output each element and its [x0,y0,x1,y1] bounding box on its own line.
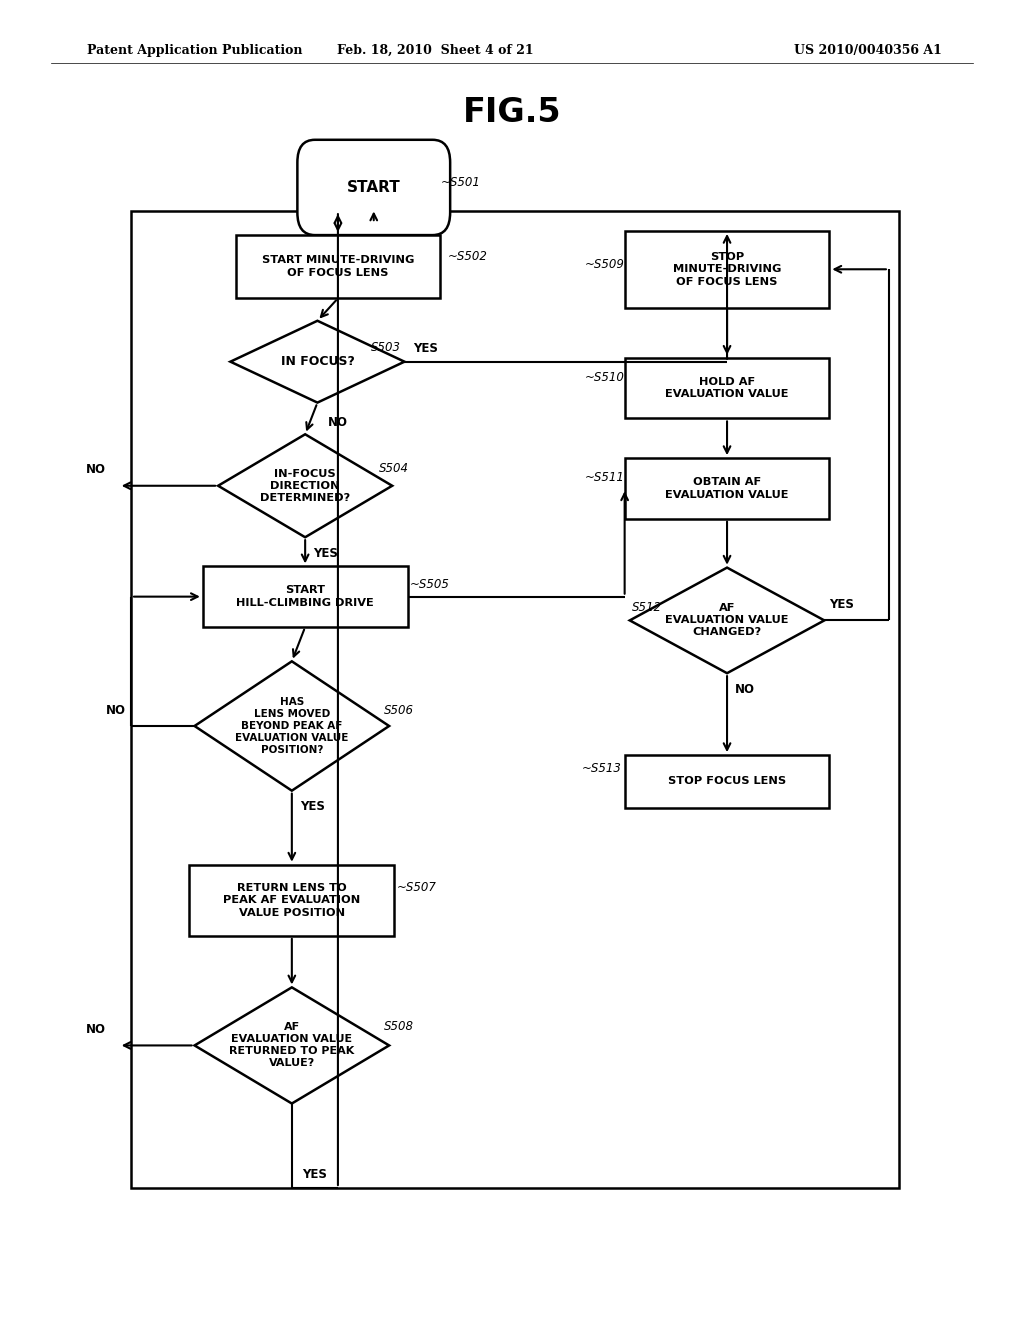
Text: AF
EVALUATION VALUE
RETURNED TO PEAK
VALUE?: AF EVALUATION VALUE RETURNED TO PEAK VAL… [229,1023,354,1068]
Polygon shape [230,321,404,403]
Text: ~S510: ~S510 [585,371,625,384]
Polygon shape [195,661,389,791]
Text: NO: NO [328,416,348,429]
Text: ~S507: ~S507 [396,880,436,894]
Text: Patent Application Publication: Patent Application Publication [87,44,302,57]
Text: STOP
MINUTE-DRIVING
OF FOCUS LENS: STOP MINUTE-DRIVING OF FOCUS LENS [673,252,781,286]
Text: FIG.5: FIG.5 [463,96,561,129]
Polygon shape [630,568,824,673]
Polygon shape [218,434,392,537]
Text: START MINUTE-DRIVING
OF FOCUS LENS: START MINUTE-DRIVING OF FOCUS LENS [262,256,414,277]
Text: OBTAIN AF
EVALUATION VALUE: OBTAIN AF EVALUATION VALUE [666,478,788,499]
FancyBboxPatch shape [203,566,408,627]
Text: IN FOCUS?: IN FOCUS? [281,355,354,368]
Text: S512: S512 [632,601,662,614]
Text: YES: YES [313,546,338,560]
FancyBboxPatch shape [236,235,440,298]
Text: NO: NO [735,682,756,696]
Text: AF
EVALUATION VALUE
CHANGED?: AF EVALUATION VALUE CHANGED? [666,603,788,638]
Text: NO: NO [85,1023,105,1036]
Text: HOLD AF
EVALUATION VALUE: HOLD AF EVALUATION VALUE [666,378,788,399]
Text: YES: YES [413,342,437,355]
Text: S503: S503 [371,341,400,354]
Text: RETURN LENS TO
PEAK AF EVALUATION
VALUE POSITION: RETURN LENS TO PEAK AF EVALUATION VALUE … [223,883,360,917]
FancyBboxPatch shape [625,231,829,308]
Text: S504: S504 [379,462,409,475]
Text: ~S502: ~S502 [447,249,487,263]
Text: IN-FOCUS
DIRECTION
DETERMINED?: IN-FOCUS DIRECTION DETERMINED? [260,469,350,503]
Text: S506: S506 [384,704,414,717]
Text: ~S511: ~S511 [585,471,625,484]
Text: Feb. 18, 2010  Sheet 4 of 21: Feb. 18, 2010 Sheet 4 of 21 [337,44,534,57]
Text: ~S513: ~S513 [582,762,622,775]
Text: YES: YES [829,598,854,611]
Text: STOP FOCUS LENS: STOP FOCUS LENS [668,776,786,787]
Text: ~S505: ~S505 [410,578,450,591]
Text: NO: NO [85,463,105,477]
Polygon shape [195,987,389,1104]
FancyBboxPatch shape [625,458,829,519]
Text: START
HILL-CLIMBING DRIVE: START HILL-CLIMBING DRIVE [237,586,374,607]
Text: HAS
LENS MOVED
BEYOND PEAK AF
EVALUATION VALUE
POSITION?: HAS LENS MOVED BEYOND PEAK AF EVALUATION… [236,697,348,755]
FancyBboxPatch shape [189,865,394,936]
Text: US 2010/0040356 A1: US 2010/0040356 A1 [795,44,942,57]
Text: ~S509: ~S509 [585,257,625,271]
FancyBboxPatch shape [625,755,829,808]
Text: START: START [347,180,400,195]
Text: S508: S508 [384,1020,414,1034]
FancyBboxPatch shape [625,358,829,418]
FancyBboxPatch shape [297,140,451,235]
Text: ~S501: ~S501 [440,176,480,189]
Text: NO: NO [105,704,126,717]
Text: YES: YES [300,800,325,813]
Text: YES: YES [302,1168,327,1181]
